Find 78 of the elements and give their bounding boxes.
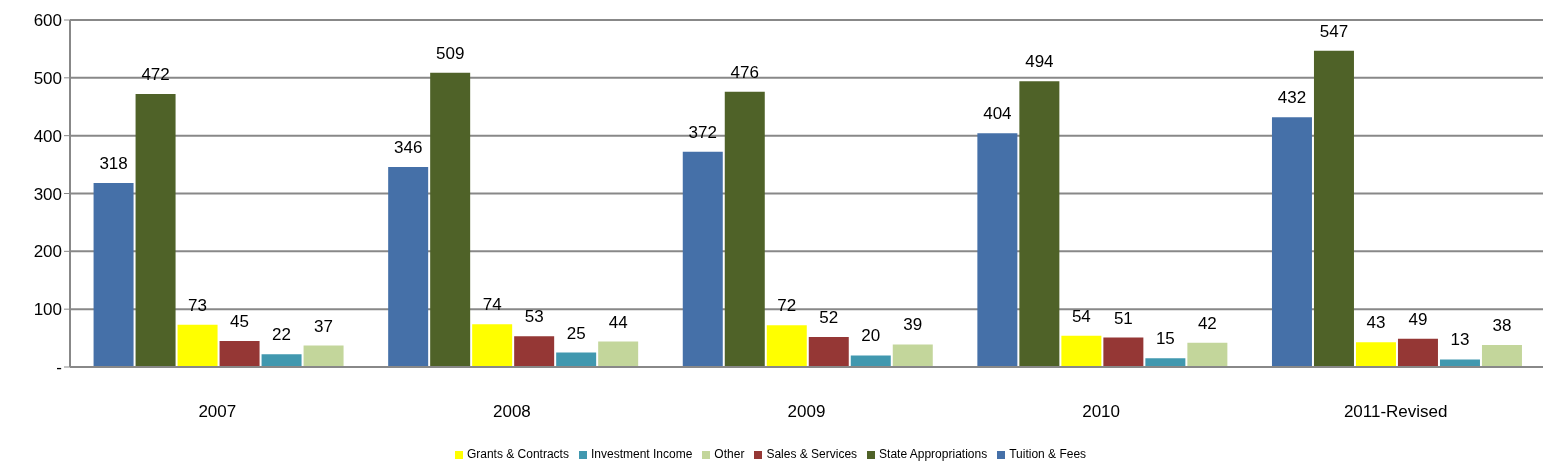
data-label: 372 [688,122,717,142]
legend-label: Sales & Services [766,447,858,461]
bar [261,354,302,367]
data-label: 39 [903,315,923,335]
x-tick-label: 2008 [492,402,531,422]
y-tick-label: 200 [33,242,62,262]
bar [1439,359,1480,367]
data-label: 25 [566,323,586,343]
data-label: 37 [314,316,334,336]
bar [598,341,639,367]
bar [1187,342,1228,367]
data-label: 15 [1155,329,1175,349]
x-tick-label: 2009 [787,402,826,422]
bar [1397,338,1438,367]
bar [177,324,218,367]
data-label: 43 [1366,313,1386,333]
bar [472,324,513,367]
bar [303,345,344,367]
data-label: 547 [1319,21,1349,41]
bar [1145,358,1186,367]
y-tick-label: 600 [33,11,62,31]
data-label: 432 [1277,88,1307,108]
bar [556,352,597,367]
bar [1061,335,1102,367]
x-tick-label: 2010 [1082,402,1121,422]
data-label: 44 [608,312,628,332]
legend-label: Tuition & Fees [1009,447,1087,461]
bar [1271,117,1312,367]
y-tick-label: 400 [33,126,62,146]
data-label: 494 [1025,52,1054,72]
data-label: 20 [861,326,881,346]
data-label: 509 [435,43,465,63]
legend-label: State Appropriations [879,447,988,461]
legend-label: Other [714,447,745,461]
bar [808,336,849,367]
y-tick-label: - [56,358,62,378]
bar [388,166,429,367]
bar [219,340,260,367]
bar [430,72,471,367]
data-label: 74 [482,295,502,315]
bar [766,325,807,367]
data-label: 13 [1450,330,1470,350]
data-label: 51 [1113,308,1133,328]
y-tick-label: 100 [33,300,62,320]
x-tick-label: 2011-Revised [1343,402,1448,422]
data-label: 53 [524,307,544,327]
bar [93,183,134,367]
data-label: 404 [983,104,1012,124]
bar [724,91,765,367]
bar [1313,50,1354,367]
data-label: 73 [188,295,208,315]
data-label: 318 [99,154,128,174]
bar [682,151,723,367]
bar [977,133,1018,367]
bar [892,344,933,367]
data-label: 54 [1071,306,1091,326]
y-tick-label: 300 [33,184,62,204]
bar [850,355,891,367]
bar [1103,337,1144,367]
data-label: 49 [1408,309,1428,329]
bar [514,336,555,367]
x-tick-label: 2007 [198,402,237,422]
data-label: 476 [730,62,759,82]
data-label: 22 [272,325,292,345]
data-label: 346 [393,137,423,157]
data-label: 38 [1492,316,1512,336]
data-label: 52 [819,307,839,327]
data-label: 45 [230,311,250,331]
data-label: 72 [777,296,797,316]
data-label: 42 [1197,313,1217,333]
legend-label: Grants & Contracts [466,447,569,461]
bar [135,94,176,367]
y-tick-label: 500 [33,68,62,88]
bar [1481,345,1522,367]
bar [1019,81,1060,367]
legend-label: Investment Income [590,447,693,461]
bar [1355,342,1396,367]
data-label: 472 [141,65,170,85]
